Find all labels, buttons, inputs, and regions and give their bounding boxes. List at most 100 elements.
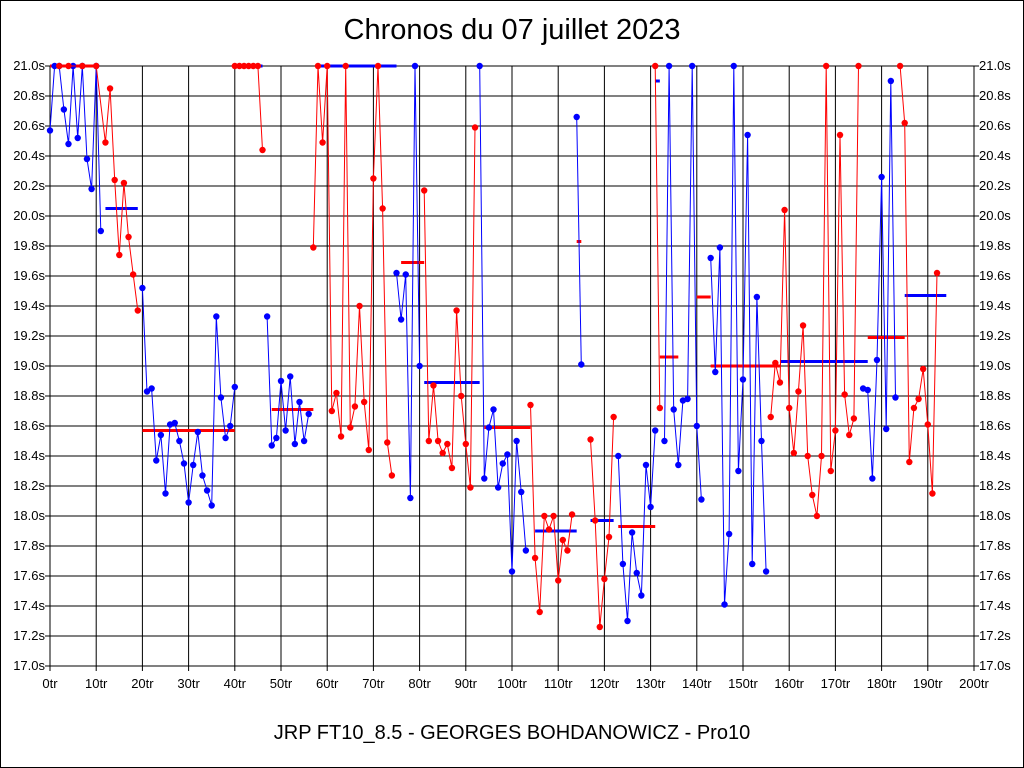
y-tick-label-left: 20.6s [13, 118, 45, 133]
y-tick-label-left: 18.6s [13, 418, 45, 433]
data-point [393, 269, 400, 277]
data-point [605, 533, 613, 541]
data-point [360, 398, 368, 406]
data-point [665, 62, 673, 70]
data-point [795, 388, 802, 395]
data-point [499, 460, 506, 467]
data-point [564, 547, 571, 554]
y-tick-label-left: 20.4s [13, 148, 45, 163]
x-tick-label: 30tr [177, 676, 200, 691]
data-point [444, 440, 451, 448]
data-point [591, 517, 599, 524]
y-tick-label-left: 18.4s [13, 448, 45, 463]
data-point [231, 383, 238, 391]
x-tick-label: 80tr [408, 676, 431, 691]
data-point [485, 424, 493, 431]
data-point [624, 617, 631, 625]
data-point [74, 134, 81, 142]
data-point [116, 251, 123, 259]
data-point [744, 131, 751, 139]
x-tick-label: 90tr [455, 676, 478, 691]
x-tick-label: 180tr [867, 676, 897, 691]
data-point [65, 140, 72, 148]
data-point [725, 530, 733, 538]
y-tick-label-left: 21.0s [13, 58, 45, 73]
data-point [111, 176, 118, 184]
chart-title: Chronos du 07 juillet 2023 [343, 14, 681, 46]
x-tick-label: 140tr [682, 676, 712, 691]
data-point [287, 373, 294, 380]
data-point [434, 437, 442, 445]
data-point [365, 446, 372, 454]
data-point [578, 361, 585, 368]
data-point [541, 512, 548, 520]
y-tick-label-right: 18.0s [979, 508, 1011, 523]
y-tick-label-left: 17.4s [13, 598, 45, 613]
y-tick-label-right: 17.6s [979, 568, 1011, 583]
y-tick-label-right: 19.2s [979, 328, 1011, 343]
data-point [652, 427, 659, 434]
data-point [527, 401, 534, 409]
x-tick-label: 170tr [821, 676, 851, 691]
data-point [721, 601, 728, 608]
data-point [254, 62, 262, 70]
data-point [143, 388, 151, 395]
data-point [929, 490, 936, 497]
data-point [328, 407, 336, 415]
y-tick-label-left: 18.0s [13, 508, 45, 523]
y-tick-label-right: 17.0s [979, 658, 1011, 673]
data-point [818, 452, 825, 460]
x-tick-label: 120tr [590, 676, 620, 691]
data-point [217, 394, 225, 401]
data-point [153, 457, 160, 464]
series-line [530, 404, 573, 613]
y-tick-label-left: 19.8s [13, 238, 45, 253]
data-point [448, 464, 456, 472]
y-tick-label-left: 20.2s [13, 178, 45, 193]
data-point [887, 77, 895, 85]
series-line [654, 65, 661, 409]
data-point [832, 427, 839, 434]
data-point [102, 139, 109, 146]
data-point [106, 85, 114, 92]
data-point [707, 254, 714, 262]
x-tick-label: 60tr [316, 676, 339, 691]
data-point [83, 155, 91, 163]
y-tick-label-right: 20.8s [979, 88, 1011, 103]
data-point [125, 233, 132, 241]
y-tick-label-right: 19.4s [979, 298, 1011, 313]
data-point [240, 62, 248, 70]
data-point [407, 494, 414, 502]
data-point [675, 461, 682, 469]
series-line [862, 80, 896, 479]
y-tick-label-right: 20.2s [979, 178, 1011, 193]
x-tick-label: 50tr [270, 676, 293, 691]
data-point [628, 529, 636, 536]
x-tick-label: 100tr [497, 676, 527, 691]
data-point [134, 307, 141, 314]
data-point [208, 502, 215, 509]
data-point [51, 62, 58, 70]
data-point [924, 421, 931, 428]
data-point [162, 490, 169, 497]
data-point [776, 379, 784, 386]
data-point [753, 293, 761, 301]
data-point [56, 62, 63, 70]
data-point [670, 406, 677, 413]
data-point [314, 62, 322, 70]
data-point [471, 124, 479, 131]
data-point [615, 452, 622, 460]
data-point [379, 205, 386, 212]
data-point [139, 284, 146, 292]
data-point [310, 244, 317, 251]
data-point [93, 62, 100, 70]
y-tick-label-right: 18.6s [979, 418, 1011, 433]
data-point [300, 437, 308, 445]
data-point [129, 271, 137, 278]
data-point [259, 146, 266, 154]
data-point [550, 512, 557, 520]
data-point [684, 395, 691, 403]
data-point [559, 536, 567, 544]
data-point [504, 451, 511, 458]
